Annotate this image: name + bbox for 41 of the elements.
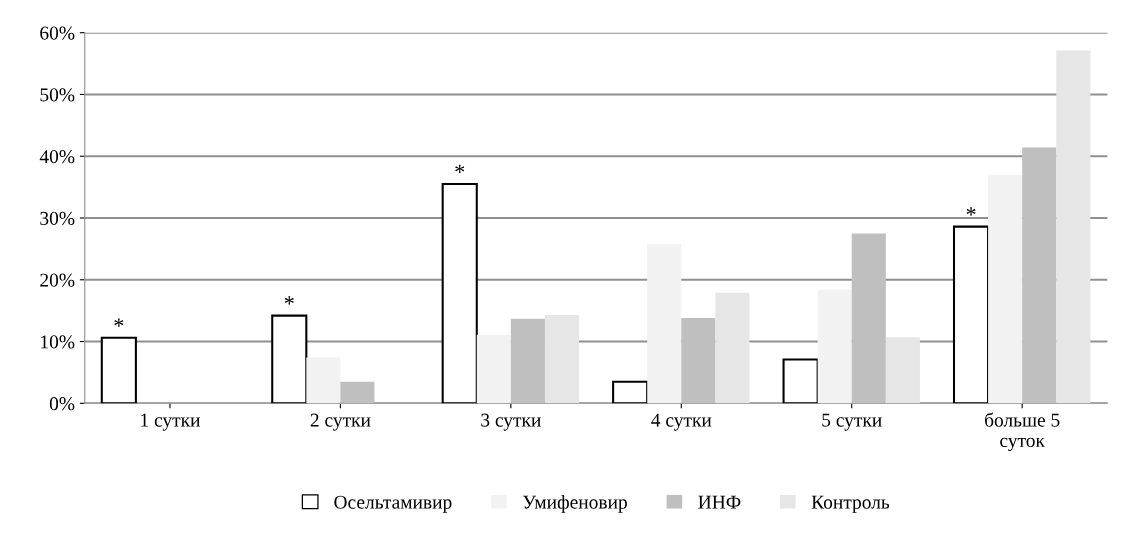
y-tick-label: 20% — [40, 273, 75, 287]
bar — [544, 314, 580, 404]
x-tick-label: 3 сутки — [481, 413, 541, 431]
bar — [476, 334, 511, 404]
annotation: * — [455, 164, 465, 173]
bar — [817, 289, 852, 404]
x-tick-label: 5 сутки — [822, 413, 882, 431]
bar — [681, 318, 716, 404]
bar — [271, 314, 308, 404]
bar — [782, 358, 819, 404]
y-tick-label: 40% — [39, 150, 75, 164]
x-tick-label: больше 5 суток — [985, 412, 1060, 452]
annotation: * — [966, 207, 976, 216]
bar — [952, 225, 990, 404]
legend-label: ИНФ — [698, 495, 741, 509]
annotation: * — [114, 318, 124, 327]
y-tick-label: 0% — [49, 397, 75, 411]
legend-label: Контроль — [811, 495, 890, 513]
bar — [885, 337, 920, 404]
x-tick-label: 4 сутки — [651, 413, 712, 431]
bar — [306, 357, 341, 404]
bar — [612, 380, 649, 404]
annotation: * — [284, 296, 294, 305]
legend-label: Умифеновир — [522, 495, 627, 513]
x-tick-label: 1 сутки — [141, 413, 201, 431]
bar — [510, 318, 545, 404]
bar — [988, 174, 1023, 404]
bar — [851, 233, 886, 404]
bar — [100, 336, 137, 404]
y-tick-label: 30% — [40, 211, 75, 225]
bar — [1022, 147, 1057, 404]
bar — [647, 243, 682, 404]
legend-label: Осельтамивир — [334, 495, 452, 513]
bar — [1056, 50, 1091, 404]
bar — [715, 292, 750, 404]
bar — [340, 381, 375, 404]
y-tick-label: 10% — [41, 335, 75, 349]
bar — [441, 182, 478, 404]
x-tick-label: 2 сутки — [310, 413, 371, 431]
y-tick-label: 50% — [40, 88, 75, 102]
y-tick-label: 60% — [40, 26, 75, 40]
